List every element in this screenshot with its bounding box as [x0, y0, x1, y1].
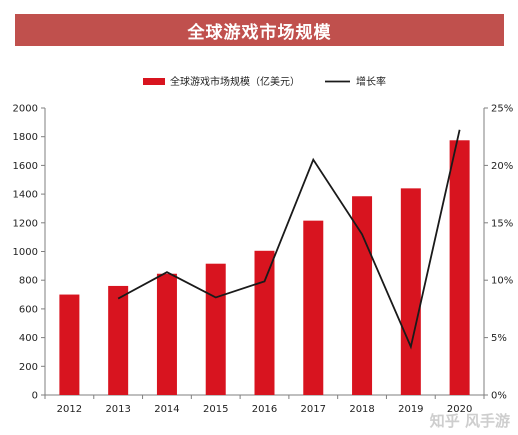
- chart-title-banner: 全球游戏市场规模: [15, 14, 504, 46]
- legend-swatch-bar: [143, 78, 165, 85]
- growth-rate-line: [117, 129, 461, 350]
- legend-label-line: 增长率: [356, 75, 386, 88]
- y-left-tick-label: 2000: [13, 104, 38, 115]
- y-right-tick-label: 15%: [491, 218, 513, 229]
- y-left-tick-label: 1800: [13, 132, 38, 143]
- x-tick-label: 2012: [57, 404, 82, 415]
- y-left-tick-label: 600: [19, 304, 38, 315]
- y-right-tick-label: 20%: [491, 161, 513, 172]
- y-right-tick-label: 10%: [491, 276, 513, 287]
- y-left-tick-label: 400: [19, 333, 38, 344]
- y-left-tick-label: 0: [32, 391, 38, 402]
- y-left-tick-label: 800: [19, 276, 38, 287]
- x-tick-label: 2014: [154, 404, 179, 415]
- x-tick-label: 2015: [203, 404, 228, 415]
- bar-2012: [59, 294, 80, 395]
- bar-2019: [400, 188, 421, 395]
- x-tick-label: 2018: [349, 404, 374, 415]
- bar-2014: [156, 273, 177, 395]
- y-left-tick-label: 1000: [13, 247, 38, 258]
- bar-2017: [303, 220, 324, 395]
- bar-2018: [352, 196, 373, 395]
- y-right-tick-label: 5%: [491, 333, 507, 344]
- y-right-tick-label: 0%: [491, 391, 507, 402]
- y-left-tick-label: 1200: [13, 218, 38, 229]
- y-left-tick-label: 200: [19, 362, 38, 373]
- x-tick-label: 2019: [398, 404, 423, 415]
- x-tick-label: 2016: [252, 404, 277, 415]
- y-right-tick-label: 25%: [491, 104, 513, 115]
- watermark: 知乎 风手游: [429, 412, 510, 430]
- chart-title: 全球游戏市场规模: [187, 22, 332, 43]
- legend-label-bar: 全球游戏市场规模（亿美元）: [170, 75, 300, 88]
- y-left-tick-label: 1400: [13, 190, 38, 201]
- bar-2020: [449, 140, 470, 395]
- x-tick-label: 2017: [301, 404, 326, 415]
- x-tick-label: 2020: [447, 404, 472, 415]
- x-tick-label: 2013: [105, 404, 130, 415]
- y-left-tick-label: 1600: [13, 161, 38, 172]
- bar-2013: [108, 285, 129, 395]
- bar-2016: [254, 250, 275, 395]
- bar-2015: [205, 263, 226, 395]
